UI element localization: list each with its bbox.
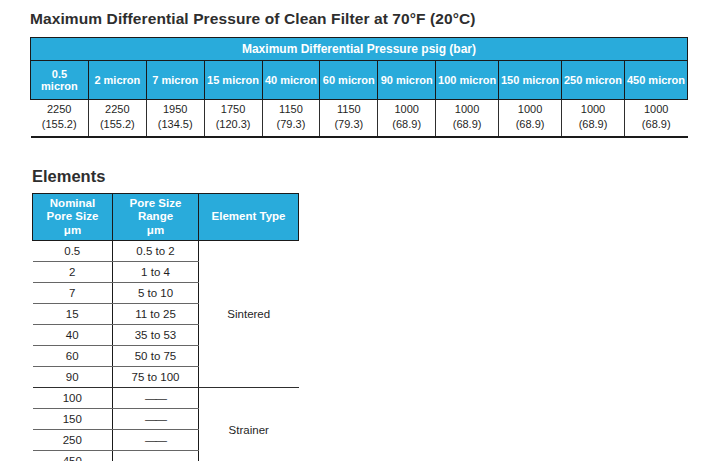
pressure-column-header-row: 0.5 micron 2 micron 7 micron 15 micron 4… bbox=[31, 61, 688, 100]
range-cell: 5 to 10 bbox=[113, 283, 199, 304]
column-header-2-micron: 2 micron bbox=[88, 61, 146, 100]
column-header-15-micron: 15 micron bbox=[204, 61, 262, 100]
bar-value: (155.2) bbox=[32, 117, 87, 132]
psig-value: 1750 bbox=[206, 102, 261, 117]
bar-value: (68.9) bbox=[437, 117, 497, 132]
nominal-cell: 100 bbox=[33, 388, 113, 409]
nominal-cell: 450 bbox=[33, 451, 113, 461]
element-type-sintered-cell: Sintered bbox=[199, 241, 299, 388]
pressure-value-cell: 1950(134.5) bbox=[146, 100, 204, 137]
range-cell: 0.5 to 2 bbox=[113, 241, 199, 262]
no-range-dash: —— bbox=[145, 434, 166, 446]
pressure-value-cell: 1000(68.9) bbox=[499, 100, 562, 137]
range-cell: —— bbox=[113, 409, 199, 430]
range-cell: —— bbox=[113, 451, 199, 461]
nominal-cell: 90 bbox=[33, 367, 113, 388]
bar-value: (68.9) bbox=[563, 117, 623, 132]
bar-value: (79.3) bbox=[321, 117, 376, 132]
nominal-cell: 150 bbox=[33, 409, 113, 430]
column-header-7-micron: 7 micron bbox=[146, 61, 204, 100]
nominal-cell: 40 bbox=[33, 325, 113, 346]
nominal-cell: 60 bbox=[33, 346, 113, 367]
bar-value: (120.3) bbox=[206, 117, 261, 132]
nominal-cell: 7 bbox=[33, 283, 113, 304]
range-cell: 35 to 53 bbox=[113, 325, 199, 346]
pressure-value-cell: 1150(79.3) bbox=[320, 100, 378, 137]
elements-section-heading: Elements bbox=[32, 167, 690, 186]
no-range-dash: —— bbox=[145, 413, 166, 425]
psig-value: 1000 bbox=[563, 102, 623, 117]
header-pore-size-range: Pore Size Range μm bbox=[113, 193, 199, 241]
header-element-type: Element Type bbox=[199, 193, 299, 241]
psig-value: 1000 bbox=[500, 102, 560, 117]
nominal-cell: 250 bbox=[33, 430, 113, 451]
element-type-strainer-cell: Strainer bbox=[199, 388, 299, 461]
range-cell: —— bbox=[113, 388, 199, 409]
psig-value: 1000 bbox=[437, 102, 497, 117]
page-title: Maximum Differential Pressure of Clean F… bbox=[30, 10, 690, 28]
elements-table: Nominal Pore Size μm Pore Size Range μm … bbox=[32, 193, 299, 461]
bar-value: (155.2) bbox=[90, 117, 145, 132]
column-header-60-micron: 60 micron bbox=[320, 61, 378, 100]
column-header-0.5-micron: 0.5 micron bbox=[31, 61, 89, 100]
psig-value: 1950 bbox=[148, 102, 203, 117]
pressure-value-cell: 1000(68.9) bbox=[378, 100, 436, 137]
table-row: 0.5 0.5 to 2 Sintered bbox=[33, 241, 299, 262]
pressure-value-cell: 1000(68.9) bbox=[436, 100, 499, 137]
column-header-450-micron: 450 micron bbox=[624, 61, 687, 100]
psig-value: 2250 bbox=[32, 102, 87, 117]
nominal-cell: 0.5 bbox=[33, 241, 113, 262]
psig-value: 1000 bbox=[379, 102, 434, 117]
column-header-150-micron: 150 micron bbox=[499, 61, 562, 100]
pressure-band-title: Maximum Differential Pressure psig (bar) bbox=[31, 38, 688, 61]
range-cell: 11 to 25 bbox=[113, 304, 199, 325]
column-header-90-micron: 90 micron bbox=[378, 61, 436, 100]
pressure-value-row: 2250(155.2) 2250(155.2) 1950(134.5) 1750… bbox=[31, 100, 688, 137]
pressure-value-cell: 1150(79.3) bbox=[262, 100, 320, 137]
document-page: Maximum Differential Pressure of Clean F… bbox=[0, 0, 707, 461]
column-header-250-micron: 250 micron bbox=[562, 61, 625, 100]
no-range-dash: —— bbox=[145, 392, 166, 404]
bar-value: (68.9) bbox=[626, 117, 687, 132]
elements-header-row: Nominal Pore Size μm Pore Size Range μm … bbox=[33, 193, 299, 241]
pressure-value-cell: 2250(155.2) bbox=[31, 100, 89, 137]
pressure-value-cell: 1750(120.3) bbox=[204, 100, 262, 137]
psig-value: 1150 bbox=[321, 102, 376, 117]
nominal-cell: 15 bbox=[33, 304, 113, 325]
pressure-value-cell: 1000(68.9) bbox=[562, 100, 625, 137]
range-cell: 50 to 75 bbox=[113, 346, 199, 367]
range-cell: 75 to 100 bbox=[113, 367, 199, 388]
bar-value: (68.9) bbox=[500, 117, 560, 132]
header-nominal-pore-size: Nominal Pore Size μm bbox=[33, 193, 113, 241]
bar-value: (134.5) bbox=[148, 117, 203, 132]
range-cell: 1 to 4 bbox=[113, 262, 199, 283]
psig-value: 1000 bbox=[626, 102, 687, 117]
pressure-table: Maximum Differential Pressure psig (bar)… bbox=[30, 37, 688, 138]
psig-value: 1150 bbox=[264, 102, 319, 117]
column-header-40-micron: 40 micron bbox=[262, 61, 320, 100]
bar-value: (79.3) bbox=[264, 117, 319, 132]
pressure-band-row: Maximum Differential Pressure psig (bar) bbox=[31, 38, 688, 61]
range-cell: —— bbox=[113, 430, 199, 451]
column-header-100-micron: 100 micron bbox=[436, 61, 499, 100]
psig-value: 2250 bbox=[90, 102, 145, 117]
nominal-cell: 2 bbox=[33, 262, 113, 283]
no-range-dash: —— bbox=[145, 455, 166, 461]
pressure-value-cell: 2250(155.2) bbox=[88, 100, 146, 137]
table-row: 100 —— Strainer bbox=[33, 388, 299, 409]
bar-value: (68.9) bbox=[379, 117, 434, 132]
pressure-value-cell: 1000(68.9) bbox=[624, 100, 687, 137]
